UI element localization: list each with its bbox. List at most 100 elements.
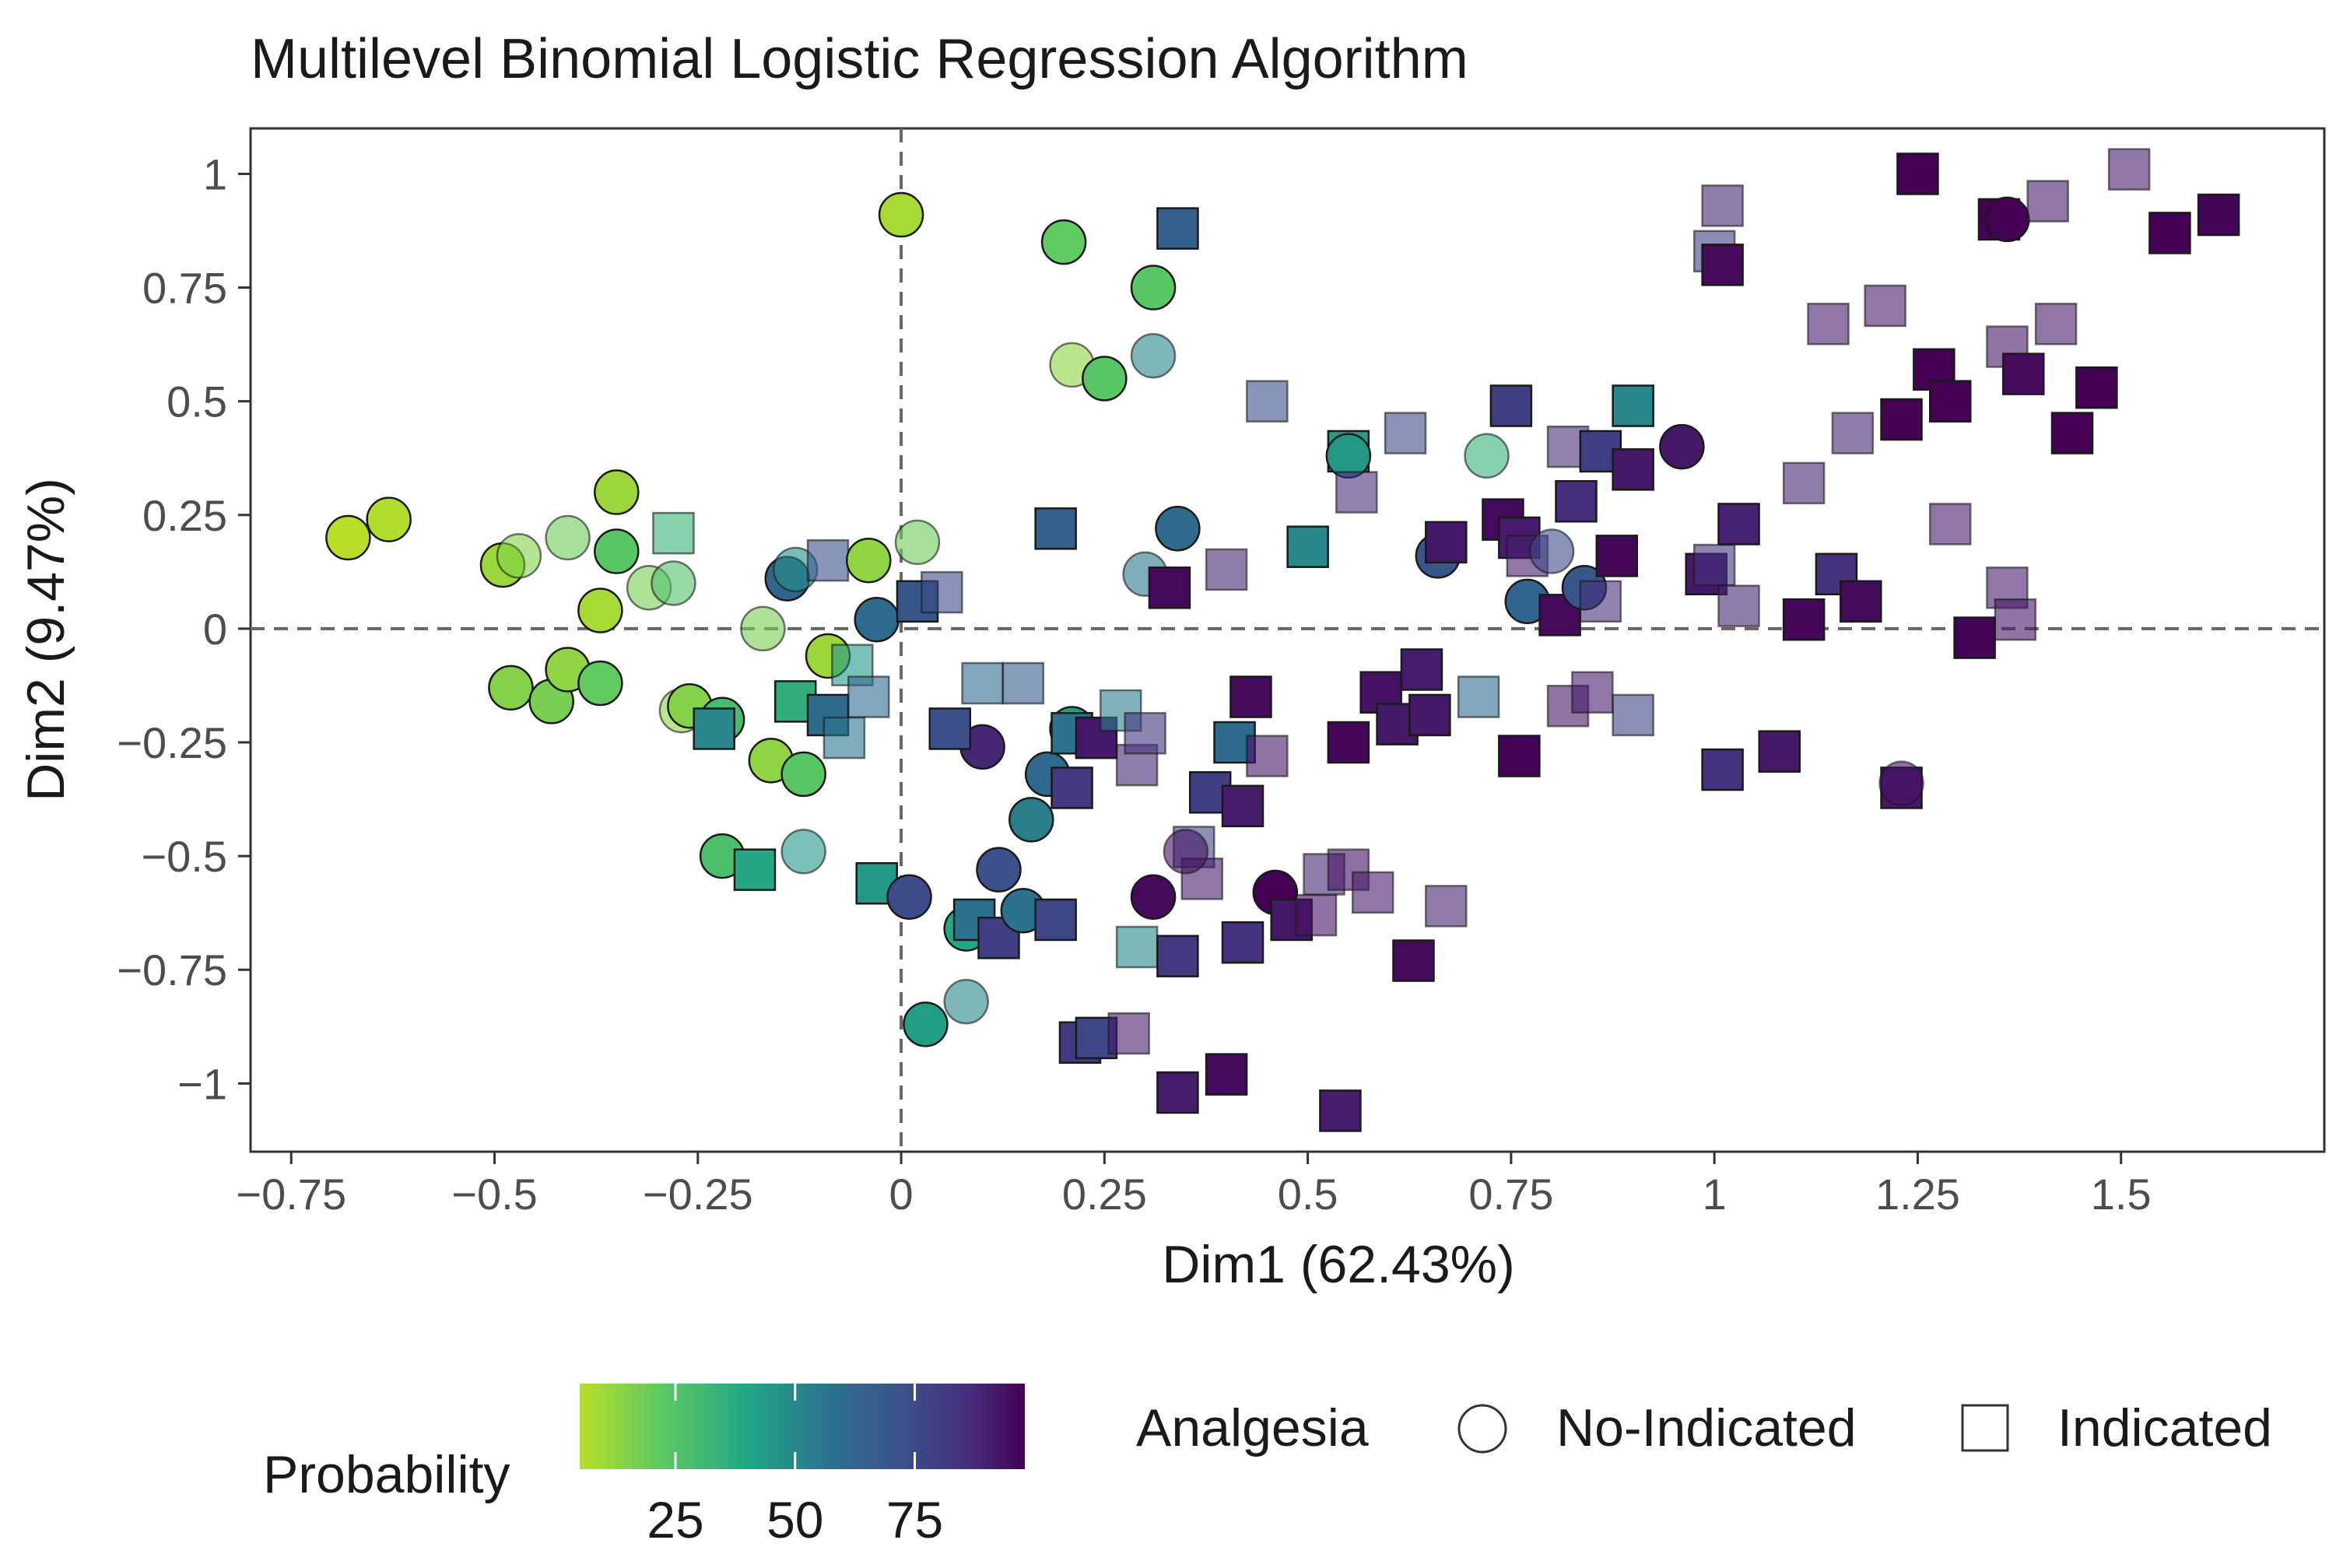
data-point-square (1896, 153, 1939, 195)
x-tick-label: 1 (1703, 1170, 1727, 1219)
data-point-circle (1008, 797, 1054, 843)
data-point-square (1571, 671, 1614, 714)
data-point-square (1286, 525, 1329, 568)
color-legend-title: Probability (263, 1445, 510, 1504)
legend-label-no-indicated: No-Indicated (1556, 1398, 1857, 1458)
data-point-square (1555, 479, 1598, 523)
data-point-square (1758, 730, 1801, 773)
data-point-square (1807, 303, 1850, 346)
data-point-square (1351, 871, 1394, 914)
data-point-square (1408, 693, 1451, 737)
y-tick-label: −0.25 (117, 718, 227, 767)
data-point-circle (594, 528, 640, 574)
data-point-circle (1130, 874, 1177, 920)
data-point-square (806, 538, 850, 582)
data-point-square (1335, 471, 1378, 514)
data-point-circle (488, 665, 534, 711)
x-tick-label: 1.25 (1875, 1170, 1960, 1219)
data-point-circle (894, 519, 941, 566)
legend-circle-key (1457, 1404, 1507, 1454)
data-point-square (1400, 648, 1443, 691)
data-point-square (1050, 766, 1093, 809)
data-point-square (1148, 567, 1191, 609)
data-point-square (1701, 244, 1744, 286)
y-tick-label: −0.75 (117, 945, 227, 994)
data-point-circle (886, 874, 932, 920)
colorbar-tick-label: 50 (766, 1491, 823, 1549)
y-tick-label: 1 (203, 149, 227, 198)
data-point-square (1880, 398, 1923, 441)
data-point-square (1327, 721, 1370, 764)
data-point-circle (1130, 265, 1177, 310)
data-point-square (1115, 925, 1159, 969)
data-point-square (1156, 935, 1199, 977)
y-tick-label: 0.25 (142, 491, 227, 540)
data-point-square (2148, 212, 2191, 254)
data-point-square (693, 707, 735, 750)
data-point-square (1815, 552, 1858, 596)
data-point-square (961, 661, 1004, 705)
color-legend: Probability 25 50 75 (263, 1384, 1025, 1549)
data-point-circle (1155, 506, 1201, 552)
x-tick-label: 0.25 (1062, 1170, 1147, 1219)
data-point-square (1221, 921, 1264, 964)
y-axis: 1 0.75 0.5 0.25 0 −0.25 −0.5 −0.75 −1 (117, 149, 251, 1108)
data-point-square (2107, 148, 2151, 191)
x-tick-label: 1.5 (2091, 1170, 2152, 1219)
x-tick-label: −0.5 (451, 1170, 538, 1219)
colorbar-tick-label: 75 (886, 1491, 943, 1549)
data-point-circle (577, 588, 623, 633)
data-point-square (1384, 412, 1427, 454)
x-tick-label: −0.75 (236, 1170, 346, 1219)
data-point-square (1782, 598, 1826, 641)
data-point-square (1579, 580, 1622, 623)
data-point-square (1124, 712, 1166, 755)
data-point-square (733, 848, 777, 891)
y-tick-label: −1 (177, 1059, 227, 1108)
x-tick-label: −0.25 (643, 1170, 753, 1219)
x-axis-label: Dim1 (62.43%) (1162, 1235, 1515, 1294)
data-point-square (1953, 616, 1996, 659)
data-point-square (1107, 1012, 1150, 1055)
data-point-square (1701, 748, 1744, 791)
data-point-square (921, 570, 963, 614)
data-point-square (1612, 448, 1654, 491)
data-point-circle (780, 751, 826, 798)
x-tick-label: 0 (889, 1170, 914, 1219)
data-point-square (2050, 412, 2094, 454)
data-point-circle (1130, 332, 1177, 379)
data-point-circle (1082, 356, 1128, 402)
data-point-square (2026, 180, 2069, 223)
data-point-square (1457, 675, 1500, 718)
data-point-square (1221, 784, 1264, 828)
colorbar (580, 1384, 1025, 1469)
data-point-circle (577, 660, 623, 707)
data-point-square (1929, 380, 1972, 423)
legend-label-indicated: Indicated (2057, 1398, 2272, 1458)
data-points (325, 148, 2240, 1132)
data-point-square (1392, 939, 1435, 982)
data-point-square (1034, 507, 1077, 550)
data-point-circle (854, 596, 900, 643)
data-point-circle (651, 560, 696, 606)
data-point-square (1001, 661, 1045, 705)
data-point-circle (545, 514, 591, 561)
data-point-square (1205, 548, 1248, 591)
x-axis: −0.75 −0.5 −0.25 0 0.25 0.5 0.75 1 1.25 1.5 (236, 1152, 2152, 1219)
colorbar-ticks: 25 50 75 (647, 1384, 943, 1549)
data-point-square (1205, 1053, 1248, 1096)
data-point-circle (1040, 219, 1087, 265)
data-point-square (1612, 693, 1654, 737)
data-point-square (1864, 284, 1906, 328)
data-point-square (1246, 380, 1289, 423)
data-point-circle (1659, 423, 1705, 470)
y-tick-label: −0.5 (141, 832, 227, 881)
data-point-square (1229, 675, 1272, 718)
data-point-circle (903, 1001, 949, 1047)
data-point-square (2075, 366, 2118, 409)
data-point-circle (1528, 528, 1575, 574)
data-point-square (1929, 503, 1972, 545)
data-point-square (1498, 735, 1541, 777)
data-point-circle (846, 537, 892, 584)
